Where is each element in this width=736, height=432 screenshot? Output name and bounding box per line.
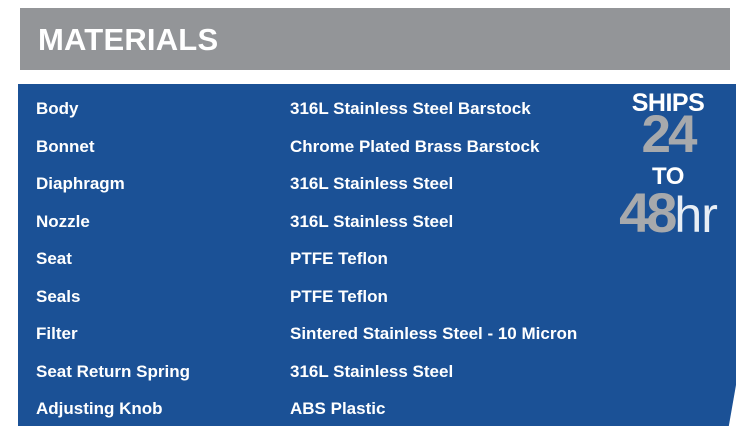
material-part-label: Body — [36, 99, 79, 118]
material-value: 316L Stainless Steel — [290, 361, 454, 381]
badge-hours-to-line: 48hr — [612, 185, 724, 253]
table-row: Bonnet Chrome Plated Brass Barstock — [18, 128, 736, 166]
material-part-label: Diaphragm — [36, 174, 125, 193]
table-row: Nozzle 316L Stainless Steel — [18, 203, 736, 241]
material-value: 316L Stainless Steel — [290, 174, 454, 193]
badge-to-label: TO — [652, 163, 684, 190]
material-part-label: Seat — [36, 249, 72, 268]
materials-table-panel: Body 316L Stainless Steel Barstock Bonne… — [18, 84, 736, 426]
material-part-label: Bonnet — [36, 136, 95, 156]
material-value: 316L Stainless Steel Barstock — [290, 99, 531, 118]
material-part-label: Filter — [36, 324, 78, 343]
table-row: Adjusting Knob ABS Plastic — [18, 390, 736, 426]
material-value: PTFE Teflon — [290, 286, 388, 306]
material-part-label: Adjusting Knob — [36, 399, 163, 418]
table-row: Body 316L Stainless Steel Barstock — [18, 90, 736, 128]
material-value: Sintered Stainless Steel - 10 Micron — [290, 324, 578, 343]
materials-table: Body 316L Stainless Steel Barstock Bonne… — [18, 84, 736, 426]
material-value: PTFE Teflon — [290, 249, 388, 268]
ships-24-to-48hr-badge: SHIPS 24 TO 48hr — [612, 90, 724, 260]
table-row: Seals PTFE Teflon — [18, 278, 736, 316]
table-row: Seat PTFE Teflon — [18, 240, 736, 278]
material-value: 316L Stainless Steel — [290, 211, 454, 231]
material-part-label: Nozzle — [36, 211, 90, 231]
material-value: Chrome Plated Brass Barstock — [290, 136, 540, 156]
badge-hours-unit: hr — [674, 187, 717, 243]
badge-hours-from: 24 — [641, 105, 698, 164]
material-part-label: Seat Return Spring — [36, 361, 190, 381]
table-row: Diaphragm 316L Stainless Steel — [18, 165, 736, 203]
table-row: Seat Return Spring 316L Stainless Steel — [18, 353, 736, 391]
table-row: Filter Sintered Stainless Steel - 10 Mic… — [18, 315, 736, 353]
materials-header-bar: MATERIALS — [20, 8, 730, 70]
material-value: ABS Plastic — [290, 399, 386, 418]
page-title: MATERIALS — [38, 21, 219, 57]
badge-ships-label: SHIPS — [631, 89, 705, 117]
material-part-label: Seals — [36, 286, 81, 306]
badge-hours-to: 48 — [619, 181, 677, 244]
